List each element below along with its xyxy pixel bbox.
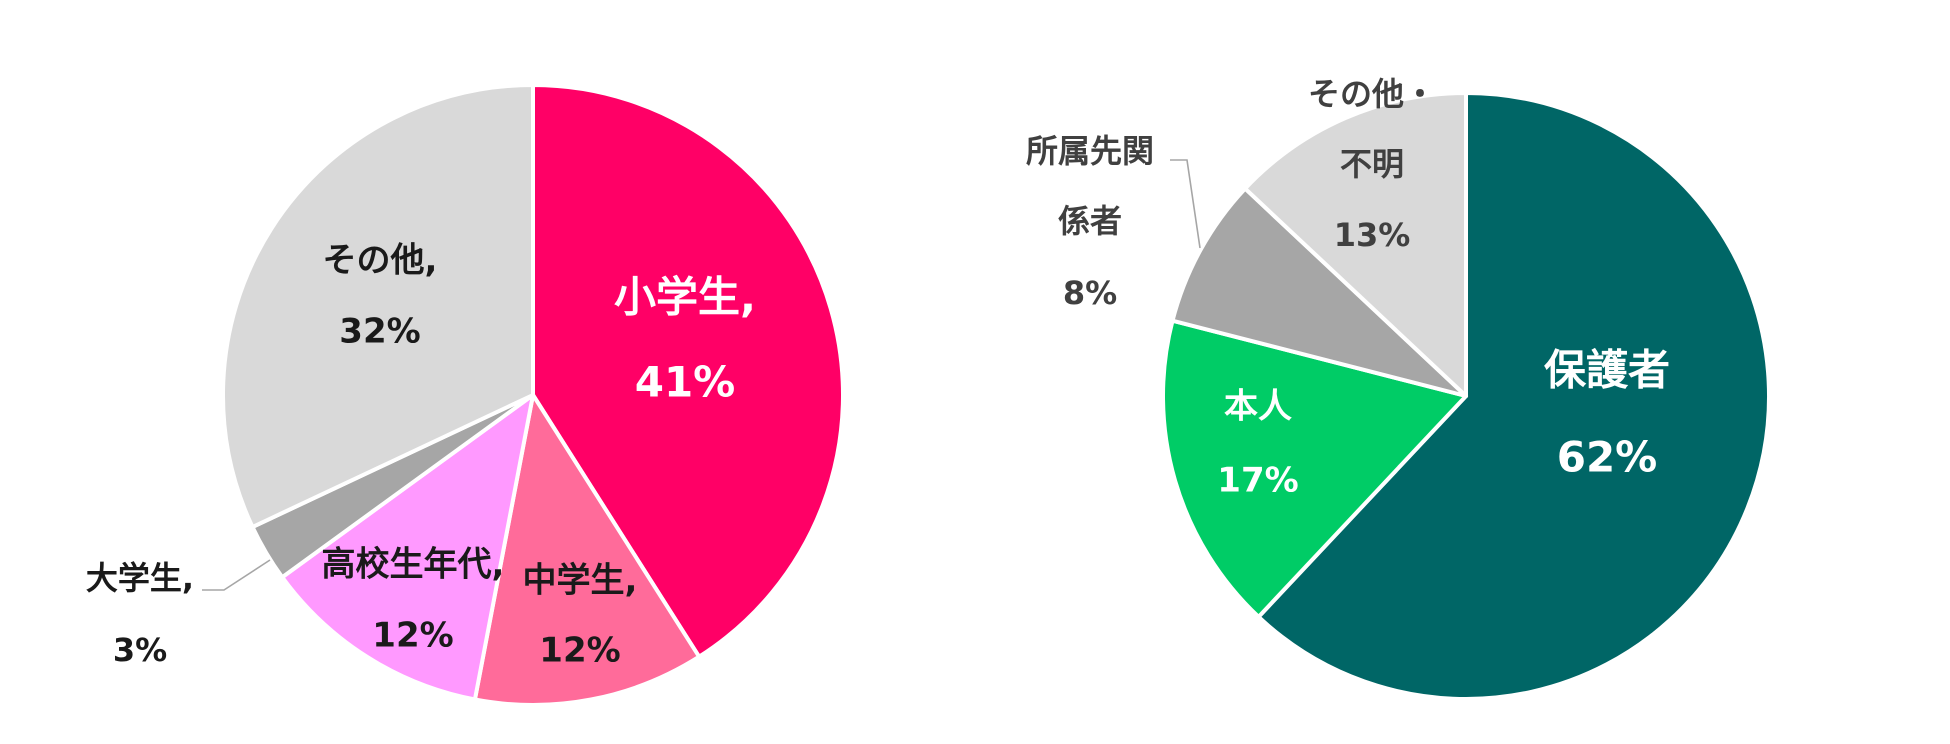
consulters-pie-slice-2 bbox=[1170, 186, 1468, 398]
students-pie-category-label-0: 小学生, bbox=[614, 273, 756, 322]
consulters-pie-value-label-3: 13% bbox=[1334, 216, 1411, 254]
students-pie-category-label-1: 中学生, bbox=[523, 561, 638, 601]
students-pie-category-label-3: 大学生, bbox=[86, 559, 194, 597]
consulters-pie-slice-3 bbox=[1243, 91, 1468, 398]
students-pie-value-label-1: 12% bbox=[539, 631, 620, 671]
consulters-pie-slice-1 bbox=[1161, 318, 1468, 619]
students-pie-slice-1 bbox=[472, 393, 702, 708]
students-pie-value-label-4: 32% bbox=[339, 312, 420, 352]
consulters-pie-category-label-2: 係者 bbox=[1058, 202, 1122, 240]
consulters-pie-category-label-3: 不明 bbox=[1340, 145, 1404, 183]
students-pie-category-label-4: その他, bbox=[323, 241, 438, 281]
consulters-pie-leader-line-2 bbox=[1170, 159, 1201, 249]
consulters-pie-category-label-3: その他・ bbox=[1308, 75, 1436, 113]
consulters-pie-category-label-0: 保護者 bbox=[1544, 346, 1670, 395]
consulters-pie-value-label-0: 62% bbox=[1557, 433, 1658, 482]
students-pie-slice-2 bbox=[280, 393, 535, 702]
students-pie-value-label-0: 41% bbox=[635, 358, 736, 407]
students-pie-value-label-2: 12% bbox=[372, 616, 453, 656]
consulters-pie-slice-0 bbox=[1256, 91, 1771, 701]
students-pie-value-label-3: 3% bbox=[113, 631, 167, 669]
consulters-pie-value-label-1: 17% bbox=[1217, 461, 1298, 501]
students-pie-slice-4 bbox=[221, 83, 535, 529]
consulters-pie-category-label-1: 本人 bbox=[1224, 387, 1292, 427]
students-pie-category-label-2: 高校生年代, bbox=[322, 545, 505, 585]
consulters-pie-category-label-2: 所属先関 bbox=[1026, 132, 1154, 170]
students-pie-leader-line-3 bbox=[202, 559, 271, 591]
consulters-pie-value-label-2: 8% bbox=[1063, 274, 1117, 312]
students-pie: 小学生, 41% 中学生, 12% 高校生年代, 12% 大学生, 3% その他, 32% bbox=[86, 83, 845, 708]
